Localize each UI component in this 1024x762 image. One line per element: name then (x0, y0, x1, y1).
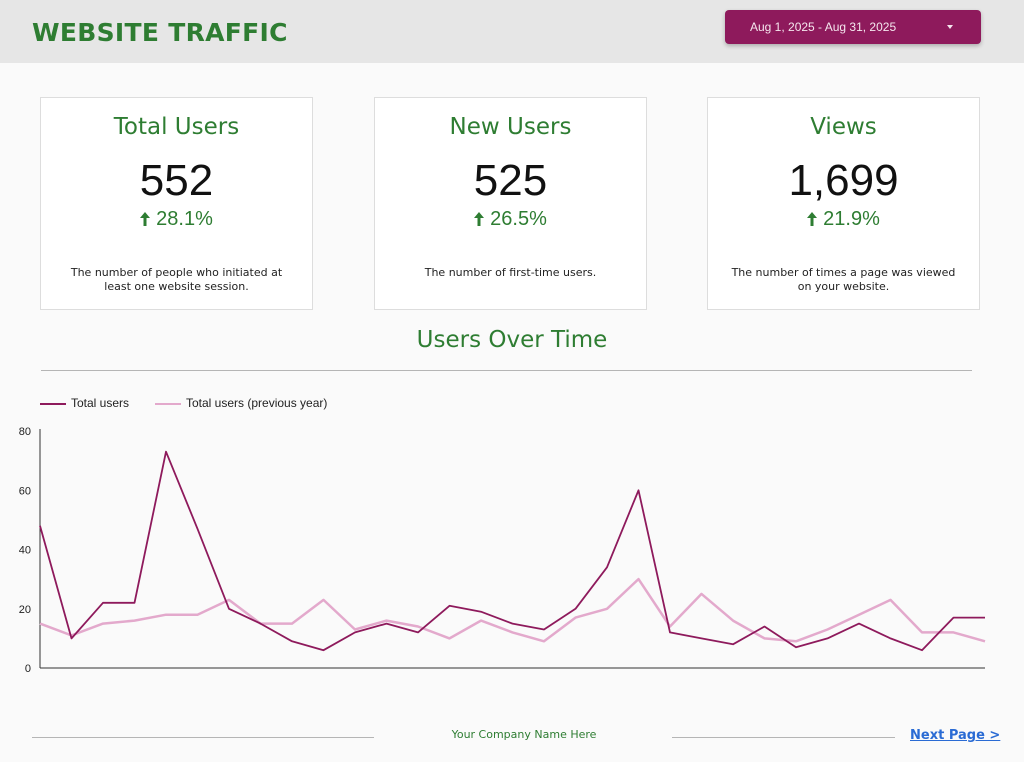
data-point[interactable] (728, 639, 738, 649)
data-point[interactable] (886, 633, 896, 643)
scorecard-new-users: New Users 525 26.5% The number of first-… (374, 97, 647, 310)
header-bar: WEBSITE TRAFFIC Aug 1, 2025 - Aug 31, 20… (0, 0, 1024, 63)
legend-swatch (155, 403, 181, 405)
legend-label: Total users (71, 396, 130, 410)
next-page-link[interactable]: Next Page > (910, 728, 1001, 743)
y-tick-label: 40 (19, 545, 31, 557)
data-point[interactable] (98, 619, 108, 629)
data-point[interactable] (193, 524, 203, 534)
data-point[interactable] (823, 624, 833, 634)
data-point[interactable] (665, 627, 675, 637)
data-point[interactable] (949, 627, 959, 637)
data-point[interactable] (35, 619, 45, 629)
arrow-up-icon (140, 212, 151, 226)
page-title: WEBSITE TRAFFIC (32, 18, 288, 47)
data-point[interactable] (917, 645, 927, 655)
users-over-time-chart: 0 20 40 60 80 (19, 426, 990, 675)
data-point[interactable] (634, 574, 644, 584)
scorecard-value: 1,699 (788, 156, 899, 205)
y-tick-label: 0 (25, 663, 31, 675)
footer-divider-right (672, 737, 895, 738)
data-point[interactable] (760, 633, 770, 643)
data-point[interactable] (287, 619, 297, 629)
data-point[interactable] (917, 627, 927, 637)
data-point[interactable] (571, 604, 581, 614)
data-point[interactable] (886, 595, 896, 605)
y-tick-label: 60 (19, 485, 31, 497)
scorecard-description: The number of people who initiated at le… (70, 266, 283, 293)
data-point[interactable] (571, 613, 581, 623)
data-point[interactable] (949, 613, 959, 623)
data-point[interactable] (319, 645, 329, 655)
data-point[interactable] (350, 627, 360, 637)
arrow-up-icon (807, 212, 818, 226)
data-point[interactable] (508, 627, 518, 637)
scorecard-change-value: 26.5% (490, 208, 547, 230)
data-point[interactable] (445, 601, 455, 611)
data-point[interactable] (161, 447, 171, 457)
scorecard-value: 525 (473, 156, 548, 205)
scorecard-change-value: 21.9% (823, 208, 880, 230)
data-point[interactable] (256, 619, 266, 629)
data-point[interactable] (98, 598, 108, 608)
scorecard-description: The number of times a page was viewed on… (731, 266, 956, 293)
data-point[interactable] (193, 610, 203, 620)
footer-divider-left (32, 737, 374, 738)
data-point[interactable] (382, 619, 392, 629)
scorecard-change: 28.1% (41, 208, 312, 231)
data-point[interactable] (634, 485, 644, 495)
series-line-0 (39, 450, 985, 652)
data-point[interactable] (413, 627, 423, 637)
scorecard-total-users: Total Users 552 28.1% The number of peop… (40, 97, 313, 310)
arrow-up-icon (474, 212, 485, 226)
data-point[interactable] (854, 619, 864, 629)
data-point[interactable] (67, 633, 77, 643)
data-point[interactable] (35, 521, 45, 531)
data-point[interactable] (602, 562, 612, 572)
data-point[interactable] (319, 595, 329, 605)
scorecard-views: Views 1,699 21.9% The number of times a … (707, 97, 980, 310)
data-point[interactable] (539, 624, 549, 634)
data-point[interactable] (823, 633, 833, 643)
footer-company-name: Your Company Name Here (451, 728, 597, 741)
scorecard-change: 21.9% (708, 208, 979, 231)
data-point[interactable] (476, 616, 486, 626)
section-divider (41, 370, 972, 371)
y-tick-label: 20 (19, 604, 31, 616)
scorecard-change-value: 28.1% (156, 208, 213, 230)
date-range-picker[interactable]: Aug 1, 2025 - Aug 31, 2025 (725, 10, 981, 44)
scorecard-change: 26.5% (375, 208, 646, 231)
data-point[interactable] (161, 610, 171, 620)
scorecard-title: Total Users (113, 114, 240, 140)
scorecard-description: The number of first-time users. (424, 266, 597, 279)
scorecard-title: Views (810, 114, 877, 140)
scorecard-value: 552 (139, 156, 214, 205)
data-point[interactable] (130, 598, 140, 608)
data-point[interactable] (539, 636, 549, 646)
scorecard-title: New Users (449, 114, 572, 140)
data-point[interactable] (980, 636, 990, 646)
data-point[interactable] (791, 642, 801, 652)
data-point[interactable] (602, 604, 612, 614)
data-point[interactable] (854, 610, 864, 620)
data-point[interactable] (224, 604, 234, 614)
data-point[interactable] (697, 589, 707, 599)
data-point[interactable] (476, 607, 486, 617)
data-point[interactable] (980, 613, 990, 623)
caret-down-icon (947, 25, 953, 29)
legend-swatch (40, 403, 66, 405)
legend-label: Total users (previous year) (186, 396, 328, 410)
data-point[interactable] (508, 619, 518, 629)
data-point[interactable] (445, 633, 455, 643)
y-tick-label: 80 (19, 426, 31, 438)
series-line-1 (39, 577, 986, 643)
date-range-label: Aug 1, 2025 - Aug 31, 2025 (750, 20, 897, 34)
data-point[interactable] (130, 616, 140, 626)
data-point[interactable] (728, 616, 738, 626)
data-point[interactable] (697, 633, 707, 643)
data-point[interactable] (287, 636, 297, 646)
data-point[interactable] (760, 622, 770, 632)
chart-section-title: Users Over Time (416, 327, 608, 353)
